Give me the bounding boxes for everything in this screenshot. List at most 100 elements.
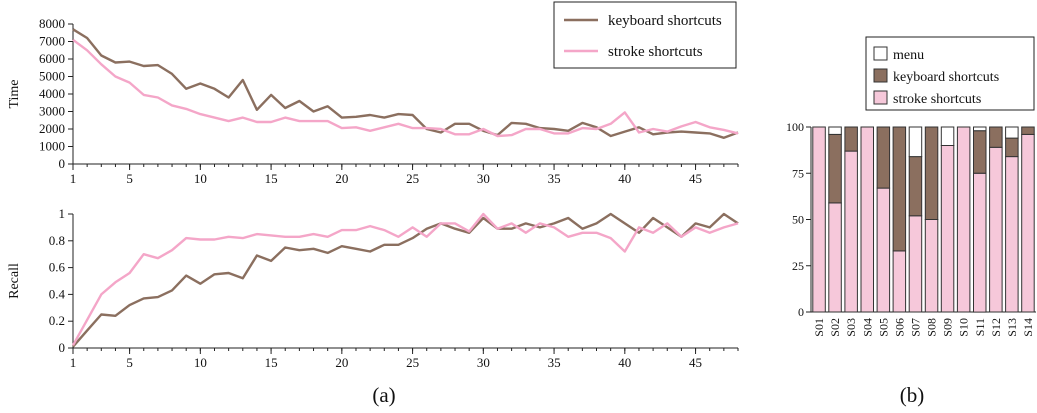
x-tick-label: 20 bbox=[335, 355, 348, 370]
y-axis-title: Recall bbox=[7, 263, 22, 299]
y-tick-label: 0 bbox=[59, 156, 66, 171]
x-tick-label: S01 bbox=[812, 318, 826, 337]
y-tick-label: 8000 bbox=[39, 16, 65, 31]
legend-swatch bbox=[873, 90, 888, 105]
bar-segment-stroke-shortcuts bbox=[973, 172, 987, 313]
y-tick-label: 0.2 bbox=[49, 313, 65, 328]
y-tick-label: 0.6 bbox=[49, 260, 66, 275]
y-tick-label: 0 bbox=[59, 340, 66, 355]
y-tick-label: 100 bbox=[786, 120, 804, 134]
bar-segment-keyboard-shortcuts bbox=[828, 133, 842, 204]
legend-box bbox=[553, 1, 737, 69]
series-line-stroke-shortcuts bbox=[71, 212, 739, 346]
bar-segment-keyboard-shortcuts bbox=[1005, 137, 1019, 158]
bar-segment-keyboard-shortcuts bbox=[892, 126, 907, 252]
x-tick-label: S05 bbox=[876, 318, 890, 337]
legend-label: stroke shortcuts bbox=[893, 92, 981, 107]
bar-segment-stroke-shortcuts bbox=[956, 126, 971, 313]
bar-segment-stroke-shortcuts bbox=[860, 126, 874, 313]
stacked-bar-chart: 0 25 50 75 100 S01 S02 S03 S04 S05 S06 S07 S08 S09 S10… bbox=[786, 36, 1036, 337]
x-tick-label: 25 bbox=[406, 171, 419, 186]
y-tick-label: 7000 bbox=[39, 34, 65, 49]
legend-label: keyboard shortcuts bbox=[893, 70, 999, 85]
x-tick-label: S13 bbox=[1005, 318, 1019, 337]
x-tick-label: 1 bbox=[70, 355, 77, 370]
bar-segment-stroke-shortcuts bbox=[828, 202, 842, 313]
y-axis-title: Time bbox=[7, 79, 22, 108]
x-tick-label: S12 bbox=[989, 318, 1003, 337]
legend-box bbox=[865, 36, 1035, 111]
x-tick-label: 30 bbox=[477, 171, 490, 186]
x-tick-label: 30 bbox=[477, 355, 490, 370]
legend-swatch bbox=[873, 68, 888, 83]
bar-segment-stroke-shortcuts bbox=[908, 215, 923, 313]
legend-swatch bbox=[873, 46, 888, 61]
x-tick-label: 15 bbox=[265, 171, 278, 186]
x-tick-label: 20 bbox=[335, 171, 348, 186]
y-tick-label: 3000 bbox=[39, 104, 65, 119]
bar-segment-menu bbox=[973, 126, 987, 132]
series-line-keyboard-shortcuts bbox=[72, 212, 739, 348]
x-tick-label: 5 bbox=[126, 355, 133, 370]
x-tick-label: 15 bbox=[265, 355, 278, 370]
y-tick-label: 5000 bbox=[39, 69, 65, 84]
y-tick-label: 0.4 bbox=[49, 286, 66, 301]
bar-segment-stroke-shortcuts bbox=[940, 145, 955, 313]
x-tick-label: S14 bbox=[1021, 318, 1035, 337]
bar-segment-menu bbox=[1005, 126, 1019, 139]
bar-segment-stroke-shortcuts bbox=[1021, 133, 1035, 313]
x-tick-label: 10 bbox=[194, 171, 207, 186]
x-tick-label: S04 bbox=[860, 318, 874, 337]
x-tick-label: S06 bbox=[892, 318, 906, 337]
y-tick-label: 0 bbox=[798, 305, 804, 319]
x-tick-label: S11 bbox=[973, 318, 987, 336]
x-tick-label: 1 bbox=[70, 171, 77, 186]
bar-segment-stroke-shortcuts bbox=[892, 250, 907, 313]
bar-segment-menu bbox=[828, 126, 842, 135]
series-line-keyboard-shortcuts bbox=[72, 28, 739, 140]
y-tick-label: 1 bbox=[59, 206, 66, 221]
bar-segment-keyboard-shortcuts bbox=[1021, 126, 1035, 135]
bar-segment-menu bbox=[908, 126, 923, 158]
bar-segment-keyboard-shortcuts bbox=[973, 130, 987, 174]
bar-segment-stroke-shortcuts bbox=[924, 219, 939, 313]
bar-segment-keyboard-shortcuts bbox=[989, 126, 1003, 148]
x-tick-label: 10 bbox=[194, 355, 207, 370]
x-tick-label: 45 bbox=[689, 171, 702, 186]
bar-segment-stroke-shortcuts bbox=[1005, 156, 1019, 313]
x-tick-label: S08 bbox=[925, 318, 939, 337]
x-tick-label: 5 bbox=[126, 171, 133, 186]
y-tick-label: 75 bbox=[792, 166, 804, 180]
bar-segment-keyboard-shortcuts bbox=[876, 126, 891, 189]
series-line-stroke-shortcuts bbox=[72, 38, 739, 138]
x-tick-label: 45 bbox=[689, 355, 702, 370]
y-tick-label: 6000 bbox=[39, 51, 65, 66]
bar-segment-keyboard-shortcuts bbox=[908, 156, 923, 217]
legend-label: menu bbox=[893, 48, 924, 63]
bar-segment-stroke-shortcuts bbox=[876, 187, 891, 313]
bar-segment-keyboard-shortcuts bbox=[844, 126, 858, 152]
bar-segment-stroke-shortcuts bbox=[989, 146, 1003, 313]
x-tick-label: 25 bbox=[406, 355, 419, 370]
x-tick-label: 35 bbox=[548, 171, 561, 186]
bar-segment-keyboard-shortcuts bbox=[924, 126, 939, 220]
x-tick-label: S09 bbox=[941, 318, 955, 337]
x-tick-label: S07 bbox=[909, 318, 923, 337]
bar-segment-stroke-shortcuts bbox=[812, 126, 826, 313]
y-tick-label: 50 bbox=[792, 213, 804, 227]
legend-label: keyboard shortcuts bbox=[608, 13, 722, 29]
y-tick-label: 2000 bbox=[39, 121, 65, 136]
x-tick-label: 40 bbox=[618, 171, 631, 186]
y-tick-label: 0.8 bbox=[49, 233, 65, 248]
bar-segment-stroke-shortcuts bbox=[844, 150, 858, 313]
x-tick-label: S02 bbox=[828, 318, 842, 337]
x-tick-label: S03 bbox=[844, 318, 858, 337]
bar-segment-menu bbox=[940, 126, 955, 146]
caption-a: (a) bbox=[372, 383, 395, 407]
x-tick-label: S10 bbox=[957, 318, 971, 337]
y-tick-label: 1000 bbox=[39, 139, 65, 154]
time-line-chart: 1 5 10 15 20 25 30 35 40 450100020003000400050006… bbox=[7, 1, 739, 186]
legend-label: stroke shortcuts bbox=[608, 44, 703, 60]
